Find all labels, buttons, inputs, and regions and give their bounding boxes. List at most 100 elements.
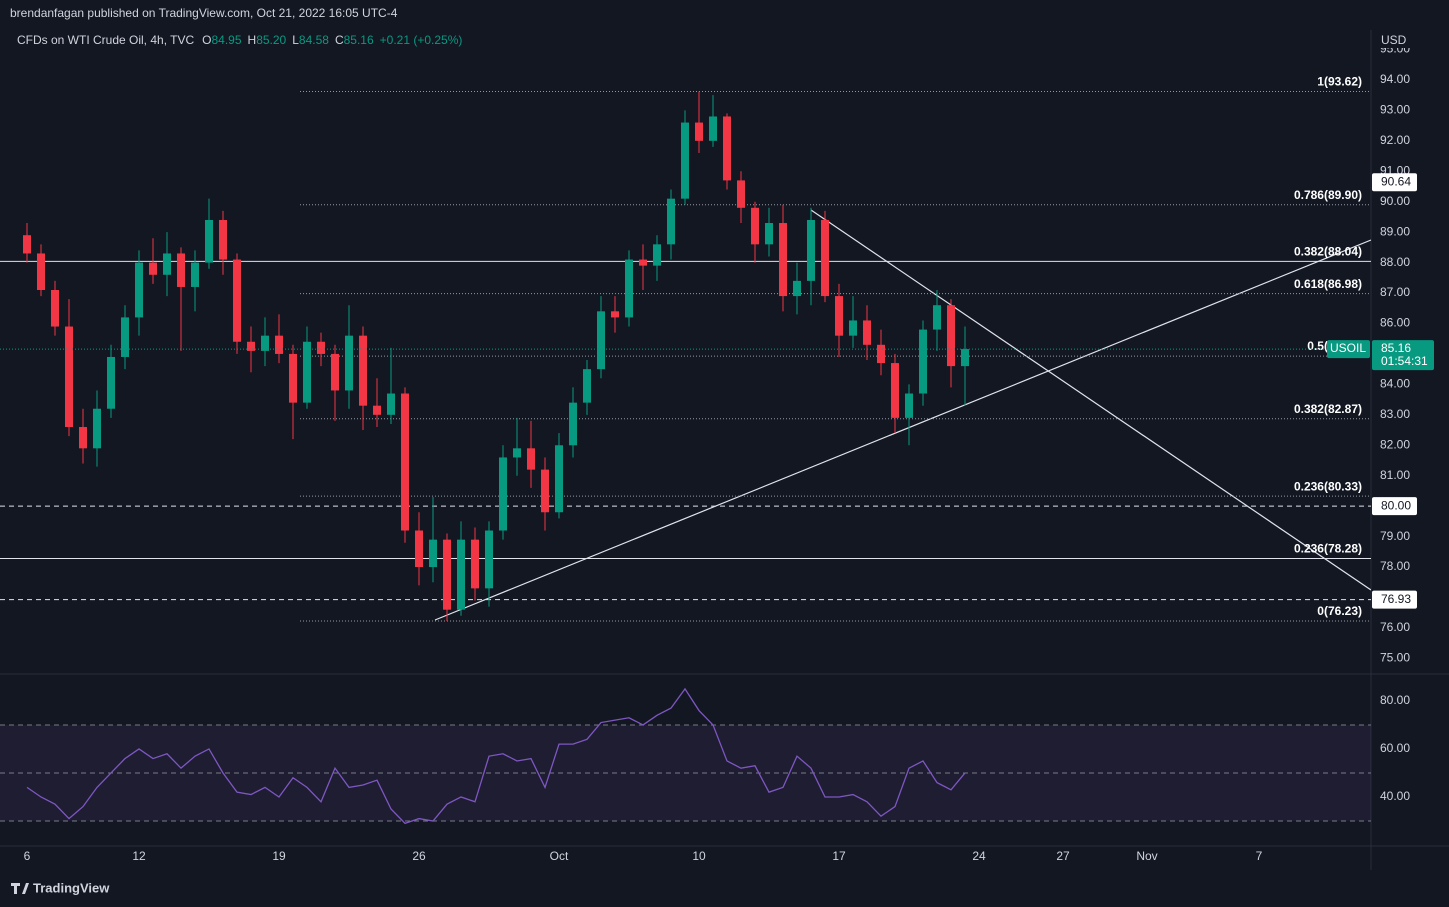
logo-icon — [11, 883, 29, 894]
rsi-pane — [0, 687, 1371, 825]
fib-label: 0(76.23) — [1317, 604, 1362, 618]
candle-body — [499, 457, 507, 531]
candle-body — [513, 448, 521, 458]
y-tick-label: 84.00 — [1380, 377, 1410, 391]
legend-key: H — [248, 33, 257, 47]
symbol-badge — [1327, 340, 1370, 359]
rsi-tick-label: 60.00 — [1380, 741, 1410, 755]
candle-body — [457, 539, 465, 610]
price-pane: 1(93.62) 0.786(89.90) 0.382(88.04) 0.618(86… — [0, 75, 1371, 622]
countdown: 01:54:31 — [1381, 354, 1428, 368]
candle-body — [303, 341, 311, 403]
rsi-line — [26, 687, 966, 825]
candle-body — [261, 335, 269, 351]
candle-body — [233, 259, 241, 342]
y-tick-label: 78.00 — [1380, 559, 1410, 573]
legend-key: C — [335, 33, 344, 47]
candle-body — [149, 262, 157, 275]
x-tick-label: 27 — [1056, 849, 1070, 863]
brand: TradingView — [33, 880, 110, 895]
legend-value: 84.58 — [299, 33, 329, 47]
candle-body — [765, 223, 773, 245]
candle-body — [961, 349, 969, 367]
price-badge-label: 76.93 — [1381, 592, 1411, 606]
candle-body — [821, 219, 829, 297]
candle-body — [121, 317, 129, 357]
candle-body — [681, 122, 689, 199]
candle-body — [779, 223, 787, 297]
price-badge — [1372, 173, 1417, 192]
y-tick-label: 90.00 — [1380, 194, 1410, 208]
candle-body — [751, 207, 759, 245]
y-tick-label: 88.00 — [1380, 255, 1410, 269]
candle-body — [401, 393, 409, 531]
x-tick-label: 24 — [972, 849, 986, 863]
rsi-tick-label: 80.00 — [1380, 693, 1410, 707]
candle-body — [331, 353, 339, 391]
legend-value: 84.95 — [212, 33, 242, 47]
x-tick-label: 6 — [24, 849, 31, 863]
candle-body — [919, 329, 927, 394]
candle-body — [807, 219, 815, 281]
fib-label: 0.618(86.98) — [1294, 277, 1362, 291]
y-tick-label: 87.00 — [1380, 285, 1410, 299]
fib-label: 0.786(89.90) — [1294, 188, 1362, 202]
last-price-badge — [1372, 340, 1434, 371]
y-tick-label: 75.00 — [1380, 651, 1410, 665]
header-title: brendanfagan published on TradingView.co… — [10, 6, 398, 20]
candle-body — [65, 326, 73, 428]
candle-body — [429, 539, 437, 568]
y-tick-label: 79.00 — [1380, 529, 1410, 543]
candle-body — [541, 469, 549, 513]
legend-value: 85.20 — [256, 33, 286, 47]
candle-body — [891, 363, 899, 418]
y-tick-label: 83.00 — [1380, 407, 1410, 421]
fib-label: 0.236(80.33) — [1294, 479, 1362, 493]
candle-body — [569, 402, 577, 446]
candle-body — [737, 180, 745, 208]
candle-body — [191, 262, 199, 287]
candle-body — [219, 219, 227, 260]
candle-body — [205, 219, 213, 263]
candle-body — [555, 445, 563, 513]
x-tick-label: 10 — [692, 849, 706, 863]
x-tick-label: Nov — [1136, 849, 1157, 863]
candle-body — [373, 405, 381, 415]
fib-label: 0.382(88.04) — [1294, 245, 1362, 259]
x-tick-label: Oct — [550, 849, 569, 863]
candle-body — [667, 198, 675, 245]
candle-body — [905, 393, 913, 418]
fib-label: 0.382(82.87) — [1294, 402, 1362, 416]
y-tick-label: 82.00 — [1380, 437, 1410, 451]
candle-body — [177, 253, 185, 287]
legend-value: 85.16 — [344, 33, 374, 47]
y-tick-label: 94.00 — [1380, 72, 1410, 86]
candle-body — [877, 344, 885, 364]
candle-body — [947, 305, 955, 367]
x-tick-label: 7 — [1256, 849, 1263, 863]
candle-body — [583, 369, 591, 403]
candle-body — [275, 335, 283, 354]
legend-symbol: CFDs on WTI Crude Oil, 4h, TVC — [17, 33, 194, 47]
legend-key: L — [292, 33, 299, 47]
x-tick-label: 26 — [412, 849, 426, 863]
y-tick-label: 86.00 — [1380, 316, 1410, 330]
candle-body — [135, 262, 143, 318]
candle-body — [247, 341, 255, 351]
price-badge-label: 80.00 — [1381, 498, 1411, 512]
candle-body — [793, 280, 801, 297]
candle-body — [597, 311, 605, 370]
candle-body — [387, 393, 395, 415]
symbol-name: USOIL — [1330, 341, 1366, 355]
last-price-label: 85.16 — [1381, 341, 1411, 355]
legend-key: O — [202, 33, 211, 47]
x-tick-label: 19 — [272, 849, 286, 863]
candle-body — [695, 122, 703, 141]
candle-body — [23, 235, 31, 254]
y-tick-label: 92.00 — [1380, 133, 1410, 147]
candle-body — [471, 539, 479, 589]
legend-change: +0.21 (+0.25%) — [380, 33, 463, 47]
y-tick-label: 76.00 — [1380, 620, 1410, 634]
rsi-tick-label: 40.00 — [1380, 789, 1410, 803]
candle-body — [933, 305, 941, 330]
